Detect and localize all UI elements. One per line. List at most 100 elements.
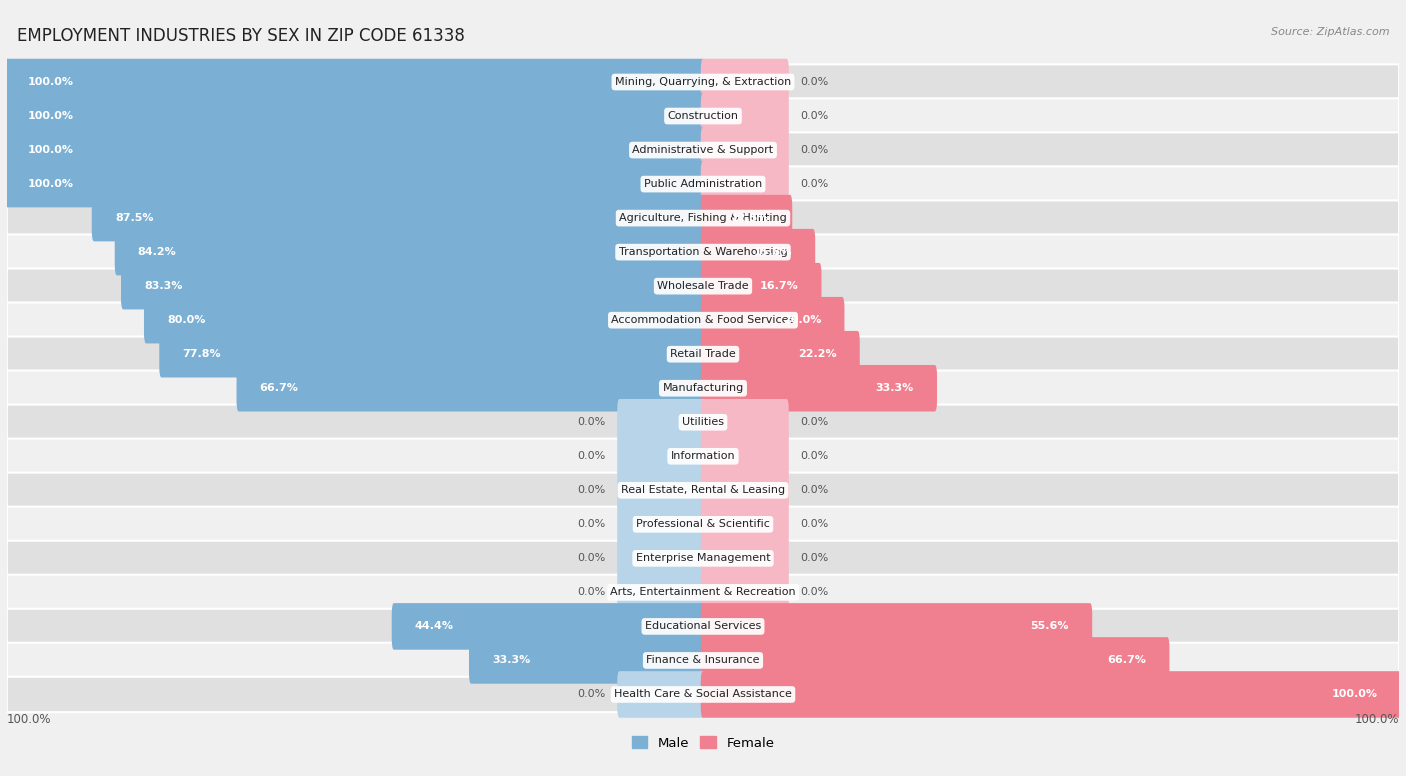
FancyBboxPatch shape: [7, 404, 1399, 440]
Text: 20.0%: 20.0%: [783, 315, 821, 325]
Text: 0.0%: 0.0%: [578, 519, 606, 529]
Text: 0.0%: 0.0%: [800, 519, 828, 529]
Text: 0.0%: 0.0%: [800, 553, 828, 563]
FancyBboxPatch shape: [159, 331, 706, 377]
FancyBboxPatch shape: [7, 99, 1399, 133]
Text: Retail Trade: Retail Trade: [671, 349, 735, 359]
Text: 100.0%: 100.0%: [7, 713, 52, 726]
Text: 100.0%: 100.0%: [1331, 689, 1378, 699]
Text: 0.0%: 0.0%: [800, 452, 828, 461]
FancyBboxPatch shape: [392, 603, 706, 650]
FancyBboxPatch shape: [700, 59, 789, 106]
Text: 66.7%: 66.7%: [260, 383, 298, 393]
Text: Professional & Scientific: Professional & Scientific: [636, 519, 770, 529]
Text: Source: ZipAtlas.com: Source: ZipAtlas.com: [1271, 27, 1389, 37]
FancyBboxPatch shape: [7, 166, 1399, 202]
Text: 33.3%: 33.3%: [876, 383, 914, 393]
FancyBboxPatch shape: [7, 64, 1399, 99]
FancyBboxPatch shape: [7, 473, 1399, 508]
FancyBboxPatch shape: [617, 569, 706, 615]
Text: 0.0%: 0.0%: [578, 452, 606, 461]
Text: 55.6%: 55.6%: [1031, 622, 1069, 632]
Text: Finance & Insurance: Finance & Insurance: [647, 656, 759, 666]
FancyBboxPatch shape: [236, 365, 706, 411]
Text: Utilities: Utilities: [682, 417, 724, 428]
FancyBboxPatch shape: [91, 195, 706, 241]
FancyBboxPatch shape: [7, 608, 1399, 644]
Text: 0.0%: 0.0%: [800, 77, 828, 87]
Text: Educational Services: Educational Services: [645, 622, 761, 632]
FancyBboxPatch shape: [700, 603, 1092, 650]
FancyBboxPatch shape: [617, 501, 706, 548]
FancyBboxPatch shape: [7, 643, 1399, 678]
Text: 0.0%: 0.0%: [800, 111, 828, 121]
Text: 0.0%: 0.0%: [578, 689, 606, 699]
Text: 77.8%: 77.8%: [183, 349, 221, 359]
FancyBboxPatch shape: [7, 371, 1399, 406]
Text: 100.0%: 100.0%: [28, 111, 75, 121]
FancyBboxPatch shape: [7, 507, 1399, 542]
FancyBboxPatch shape: [143, 297, 706, 344]
FancyBboxPatch shape: [7, 575, 1399, 610]
FancyBboxPatch shape: [7, 200, 1399, 236]
Text: 0.0%: 0.0%: [800, 485, 828, 495]
FancyBboxPatch shape: [115, 229, 706, 275]
Text: 0.0%: 0.0%: [800, 417, 828, 428]
FancyBboxPatch shape: [7, 303, 1399, 338]
Text: Real Estate, Rental & Leasing: Real Estate, Rental & Leasing: [621, 485, 785, 495]
FancyBboxPatch shape: [700, 399, 789, 445]
FancyBboxPatch shape: [7, 677, 1399, 712]
Text: 83.3%: 83.3%: [145, 281, 183, 291]
Text: 0.0%: 0.0%: [578, 553, 606, 563]
Text: Manufacturing: Manufacturing: [662, 383, 744, 393]
FancyBboxPatch shape: [4, 126, 706, 173]
FancyBboxPatch shape: [617, 399, 706, 445]
FancyBboxPatch shape: [7, 438, 1399, 474]
Text: Health Care & Social Assistance: Health Care & Social Assistance: [614, 689, 792, 699]
FancyBboxPatch shape: [7, 133, 1399, 168]
FancyBboxPatch shape: [4, 59, 706, 106]
FancyBboxPatch shape: [700, 161, 789, 207]
FancyBboxPatch shape: [470, 637, 706, 684]
Text: Public Administration: Public Administration: [644, 179, 762, 189]
Text: Mining, Quarrying, & Extraction: Mining, Quarrying, & Extraction: [614, 77, 792, 87]
FancyBboxPatch shape: [617, 671, 706, 718]
FancyBboxPatch shape: [700, 535, 789, 582]
Text: Arts, Entertainment & Recreation: Arts, Entertainment & Recreation: [610, 587, 796, 598]
FancyBboxPatch shape: [700, 637, 1170, 684]
FancyBboxPatch shape: [700, 93, 789, 140]
Text: 0.0%: 0.0%: [578, 417, 606, 428]
Text: 0.0%: 0.0%: [800, 179, 828, 189]
FancyBboxPatch shape: [617, 467, 706, 514]
Text: 100.0%: 100.0%: [28, 179, 75, 189]
Text: 33.3%: 33.3%: [492, 656, 530, 666]
FancyBboxPatch shape: [700, 671, 1402, 718]
Text: 0.0%: 0.0%: [800, 145, 828, 155]
Text: Accommodation & Food Services: Accommodation & Food Services: [612, 315, 794, 325]
FancyBboxPatch shape: [7, 234, 1399, 270]
Text: EMPLOYMENT INDUSTRIES BY SEX IN ZIP CODE 61338: EMPLOYMENT INDUSTRIES BY SEX IN ZIP CODE…: [17, 27, 465, 45]
FancyBboxPatch shape: [617, 535, 706, 582]
Text: Enterprise Management: Enterprise Management: [636, 553, 770, 563]
Text: 0.0%: 0.0%: [578, 587, 606, 598]
FancyBboxPatch shape: [700, 467, 789, 514]
Text: 44.4%: 44.4%: [415, 622, 454, 632]
Text: 0.0%: 0.0%: [578, 485, 606, 495]
Text: 100.0%: 100.0%: [28, 145, 75, 155]
Text: 16.7%: 16.7%: [759, 281, 799, 291]
FancyBboxPatch shape: [700, 569, 789, 615]
Text: Agriculture, Fishing & Hunting: Agriculture, Fishing & Hunting: [619, 213, 787, 223]
Text: Information: Information: [671, 452, 735, 461]
FancyBboxPatch shape: [700, 263, 821, 310]
Text: Administrative & Support: Administrative & Support: [633, 145, 773, 155]
FancyBboxPatch shape: [700, 331, 859, 377]
FancyBboxPatch shape: [7, 337, 1399, 372]
Legend: Male, Female: Male, Female: [626, 731, 780, 755]
Text: 80.0%: 80.0%: [167, 315, 205, 325]
Text: 12.5%: 12.5%: [731, 213, 769, 223]
FancyBboxPatch shape: [700, 365, 936, 411]
FancyBboxPatch shape: [7, 268, 1399, 304]
Text: 84.2%: 84.2%: [138, 247, 177, 257]
Text: Wholesale Trade: Wholesale Trade: [657, 281, 749, 291]
FancyBboxPatch shape: [700, 229, 815, 275]
